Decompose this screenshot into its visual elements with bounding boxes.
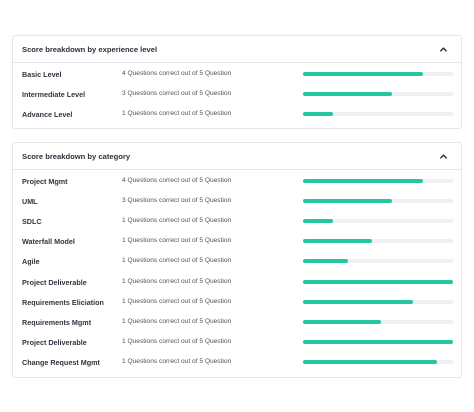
progress-fill — [303, 72, 423, 76]
score-row: Basic Level 4 Questions correct out of 5 … — [13, 68, 461, 82]
row-score-text: 1 Questions correct out of 5 Question — [122, 277, 232, 285]
progress-fill — [303, 179, 423, 183]
score-row: Intermediate Level 3 Questions correct ou… — [13, 88, 461, 102]
row-score-text: 4 Questions correct out of 5 Question — [122, 177, 232, 184]
progress-fill — [303, 279, 453, 284]
row-score-text: 3 Questions correct out of 5 Question — [122, 197, 232, 205]
progress-track — [303, 112, 453, 116]
progress-fill — [303, 359, 437, 364]
score-row: Agile 1 Questions correct out of 5 Questi… — [13, 255, 461, 269]
progress-track — [303, 279, 453, 284]
progress-track — [303, 339, 453, 344]
row-score-text: 1 Questions correct out of 5 Question — [122, 337, 232, 345]
row-label: Project Mgmt — [22, 177, 68, 186]
score-row: Project Deliverable 1 Questions correct o… — [13, 276, 461, 290]
progress-fill — [303, 299, 413, 304]
progress-fill — [303, 112, 333, 116]
row-label: Basic Level — [22, 70, 62, 79]
row-label: Intermediate Level — [22, 90, 86, 99]
progress-fill — [303, 319, 381, 324]
progress-track — [303, 299, 453, 304]
score-row: Waterfall Model 1 Questions correct out o… — [13, 235, 461, 249]
row-label: Project Deliverable — [22, 277, 87, 287]
row-score-text: 3 Questions correct out of 5 Question — [122, 90, 232, 97]
row-score-text: 4 Questions correct out of 5 Question — [122, 70, 232, 77]
score-row: Requirements Mgmt 1 Questions correct out… — [13, 316, 461, 330]
chevron-up-icon[interactable] — [439, 152, 448, 161]
progress-fill — [303, 259, 348, 264]
row-label: Requirements Mgmt — [22, 317, 92, 327]
chevron-up-icon[interactable] — [439, 45, 448, 54]
progress-track — [303, 319, 453, 324]
score-row: SDLC 1 Questions correct out of 5 Questio… — [13, 215, 461, 229]
row-label: UML — [22, 197, 38, 207]
progress-fill — [303, 239, 372, 244]
progress-fill — [303, 219, 333, 224]
row-label: Advance Level — [22, 110, 73, 119]
progress-fill — [303, 199, 392, 204]
progress-fill — [303, 92, 392, 96]
progress-track — [303, 72, 453, 76]
row-score-text: 1 Questions correct out of 5 Question — [122, 237, 232, 245]
score-row: Advance Level 1 Questions correct out of … — [13, 108, 461, 122]
row-score-text: 1 Questions correct out of 5 Question — [122, 110, 232, 117]
progress-track — [303, 92, 453, 96]
row-score-text: 1 Questions correct out of 5 Question — [122, 257, 232, 265]
category-panel: Score breakdown by category Project Mgmt… — [12, 142, 462, 378]
score-row: Project Mgmt 4 Questions correct out of 5… — [13, 175, 461, 189]
panel-title: Score breakdown by experience level — [22, 44, 158, 54]
score-row: Change Request Mgmt 1 Questions correct o… — [13, 356, 461, 370]
experience-level-panel: Score breakdown by experience level Basi… — [12, 35, 462, 129]
row-label: Project Deliverable — [22, 337, 87, 347]
progress-track — [303, 259, 453, 264]
row-label: SDLC — [22, 217, 42, 227]
row-score-text: 1 Questions correct out of 5 Question — [122, 357, 232, 365]
row-score-text: 1 Questions correct out of 5 Question — [122, 297, 232, 305]
row-label: Requirements Eliciation — [22, 297, 104, 307]
score-row: Requirements Eliciation 1 Questions corre… — [13, 296, 461, 310]
experience-level-panel-header[interactable]: Score breakdown by experience level — [13, 36, 461, 63]
score-row: UML 3 Questions correct out of 5 Question — [13, 195, 461, 209]
progress-track — [303, 179, 453, 183]
progress-track — [303, 359, 453, 364]
row-score-text: 1 Questions correct out of 5 Question — [122, 317, 232, 325]
progress-track — [303, 199, 453, 204]
row-label: Change Request Mgmt — [22, 357, 100, 367]
row-label: Agile — [22, 257, 40, 267]
progress-track — [303, 219, 453, 224]
category-panel-header[interactable]: Score breakdown by category — [13, 143, 461, 170]
progress-track — [303, 239, 453, 244]
row-label: Waterfall Model — [22, 237, 75, 247]
row-score-text: 1 Questions correct out of 5 Question — [122, 217, 232, 225]
score-row: Project Deliverable 1 Questions correct o… — [13, 336, 461, 350]
progress-fill — [303, 339, 453, 344]
panel-title: Score breakdown by category — [22, 151, 131, 161]
